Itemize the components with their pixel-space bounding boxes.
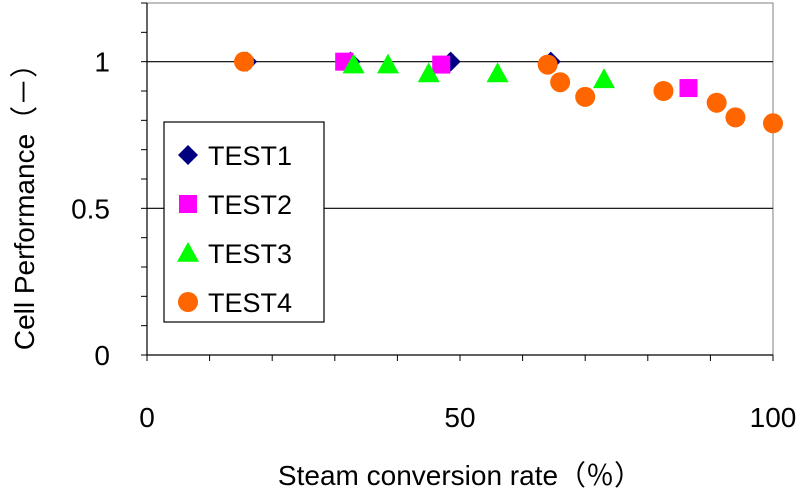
data-point-test2 bbox=[679, 79, 698, 98]
legend-label-test2: TEST2 bbox=[208, 190, 292, 220]
data-point-test4 bbox=[725, 107, 746, 128]
data-point-test4 bbox=[763, 113, 783, 134]
legend-marker-test2 bbox=[179, 195, 197, 213]
data-point-test3 bbox=[417, 62, 440, 83]
legend-label-test3: TEST3 bbox=[208, 239, 292, 269]
y-tick-label: 1 bbox=[94, 47, 110, 78]
data-point-test4 bbox=[706, 92, 727, 113]
data-point-test4 bbox=[550, 72, 571, 93]
x-axis-label: Steam conversion rate（％） bbox=[278, 460, 642, 491]
legend-label-test4: TEST4 bbox=[208, 288, 292, 318]
data-point-test3 bbox=[486, 62, 509, 83]
y-tick-label: 0.5 bbox=[71, 193, 110, 224]
x-tick-label: 0 bbox=[139, 402, 155, 433]
data-points bbox=[234, 51, 783, 134]
y-tick-label: 0 bbox=[94, 340, 110, 371]
data-point-test2 bbox=[432, 55, 451, 74]
data-point-test4 bbox=[575, 86, 596, 107]
y-axis-label: Cell Performance（－） bbox=[9, 50, 40, 350]
data-point-test3 bbox=[377, 53, 400, 74]
x-tick-label: 100 bbox=[750, 402, 797, 433]
data-point-test3 bbox=[592, 68, 615, 89]
x-tick-label: 50 bbox=[444, 402, 475, 433]
tick-labels: 0 0.5 1 0 50 100 bbox=[71, 47, 796, 433]
legend-marker-test3 bbox=[177, 242, 199, 262]
axes bbox=[141, 2, 774, 361]
legend-marker-test4 bbox=[178, 292, 198, 312]
data-point-test4 bbox=[537, 54, 558, 75]
data-point-test3 bbox=[342, 53, 365, 74]
legend-marker-test1 bbox=[178, 145, 198, 165]
legend-label-test1: TEST1 bbox=[208, 141, 292, 171]
data-point-test4 bbox=[234, 51, 255, 72]
data-point-test4 bbox=[653, 81, 674, 101]
legend: TEST1 TEST2 TEST3 TEST4 bbox=[163, 121, 325, 323]
